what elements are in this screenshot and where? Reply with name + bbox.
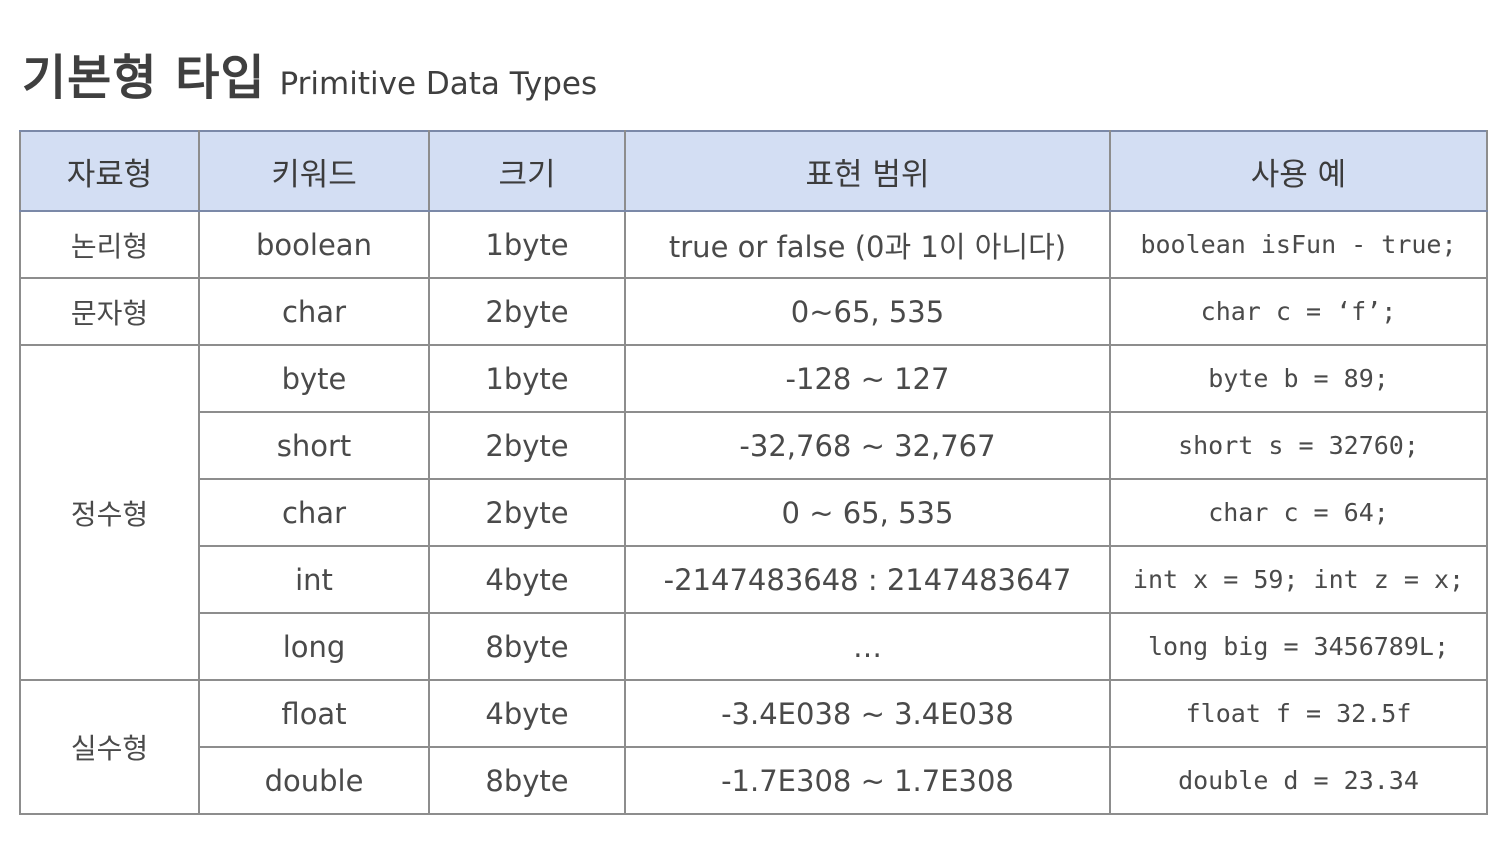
table-row: 문자형 char 2byte 0~65, 535 char c = ‘f’; xyxy=(19,277,1488,346)
keyword-cell: char xyxy=(198,277,430,346)
table-row: 실수형 float 4byte -3.4E038 ~ 3.4E038 float… xyxy=(19,679,1488,815)
example-cell: boolean isFun - true; xyxy=(1109,210,1488,279)
keyword-cell: long xyxy=(198,612,430,681)
example-cell: short s = 32760; xyxy=(1109,411,1488,480)
table-row: char 2byte 0 ~ 65, 535 char c = 64; xyxy=(20,478,1488,547)
primitive-types-table: 자료형 키워드 크기 표현 범위 사용 예 논리형 boolean 1byte … xyxy=(19,130,1488,815)
size-cell: 4byte xyxy=(428,545,626,614)
example-cell: double d = 23.34 xyxy=(1109,746,1488,815)
size-cell: 2byte xyxy=(428,478,626,547)
example-cell: char c = ‘f’; xyxy=(1109,277,1488,346)
page-title: 기본형 타입 Primitive Data Types xyxy=(22,38,597,108)
keyword-cell: float xyxy=(198,679,430,748)
page-title-english: Primitive Data Types xyxy=(279,66,598,102)
size-cell: 4byte xyxy=(428,679,626,748)
category-cell: 논리형 xyxy=(19,210,200,279)
header-range: 표현 범위 xyxy=(624,130,1111,212)
size-cell: 8byte xyxy=(428,746,626,815)
size-cell: 8byte xyxy=(428,612,626,681)
example-cell: long big = 3456789L; xyxy=(1109,612,1488,681)
table-row: 정수형 byte 1byte -128 ~ 127 byte b = 89; xyxy=(19,344,1488,681)
header-example: 사용 예 xyxy=(1109,130,1488,212)
size-cell: 1byte xyxy=(428,210,626,279)
keyword-cell: double xyxy=(198,746,430,815)
header-size: 크기 xyxy=(428,130,626,212)
table-row: double 8byte -1.7E308 ~ 1.7E308 double d… xyxy=(20,746,1488,815)
table-row: short 2byte -32,768 ~ 32,767 short s = 3… xyxy=(20,411,1488,480)
category-cell: 정수형 xyxy=(19,344,200,681)
table-header-row: 자료형 키워드 크기 표현 범위 사용 예 xyxy=(19,130,1488,212)
size-cell: 1byte xyxy=(428,344,626,413)
range-cell: -1.7E308 ~ 1.7E308 xyxy=(624,746,1111,815)
range-cell: … xyxy=(624,612,1111,681)
table-row: long 8byte … long big = 3456789L; xyxy=(20,612,1488,681)
table-row: int 4byte -2147483648 : 2147483647 int x… xyxy=(20,545,1488,614)
range-cell: true or false (0과 1이 아니다) xyxy=(624,210,1111,279)
keyword-cell: short xyxy=(198,411,430,480)
range-cell: 0~65, 535 xyxy=(624,277,1111,346)
range-cell: -2147483648 : 2147483647 xyxy=(624,545,1111,614)
page-title-korean: 기본형 타입 xyxy=(22,50,266,106)
range-cell: -128 ~ 127 xyxy=(624,344,1111,413)
range-cell: -3.4E038 ~ 3.4E038 xyxy=(624,679,1111,748)
keyword-cell: char xyxy=(198,478,430,547)
example-cell: char c = 64; xyxy=(1109,478,1488,547)
size-cell: 2byte xyxy=(428,411,626,480)
range-cell: 0 ~ 65, 535 xyxy=(624,478,1111,547)
keyword-cell: byte xyxy=(198,344,430,413)
table-row: 논리형 boolean 1byte true or false (0과 1이 아… xyxy=(19,210,1488,279)
keyword-cell: boolean xyxy=(198,210,430,279)
header-type: 자료형 xyxy=(19,130,200,212)
keyword-cell: int xyxy=(198,545,430,614)
example-cell: int x = 59; int z = x; xyxy=(1109,545,1488,614)
size-cell: 2byte xyxy=(428,277,626,346)
example-cell: float f = 32.5f xyxy=(1109,679,1488,748)
category-cell: 문자형 xyxy=(19,277,200,346)
range-cell: -32,768 ~ 32,767 xyxy=(624,411,1111,480)
category-cell: 실수형 xyxy=(19,679,200,815)
example-cell: byte b = 89; xyxy=(1109,344,1488,413)
header-keyword: 키워드 xyxy=(198,130,430,212)
